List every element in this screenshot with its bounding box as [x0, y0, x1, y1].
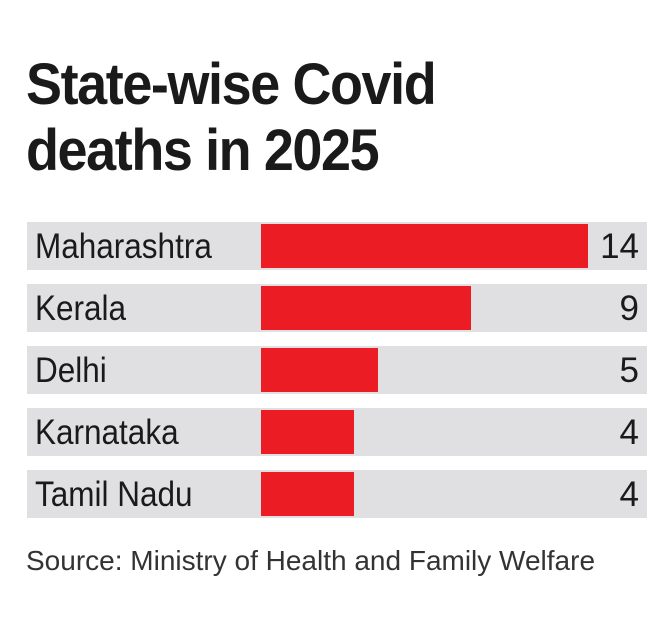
bar-row: Karnataka 4	[27, 408, 647, 456]
bar	[261, 348, 378, 392]
category-label: Delhi	[35, 351, 107, 390]
bar	[261, 224, 588, 268]
bar-row: Kerala 9	[27, 284, 647, 332]
source-note: Source: Ministry of Health and Family We…	[26, 545, 596, 576]
category-label: Tamil Nadu	[35, 475, 193, 514]
bar-chart: Maharashtra 14 Kerala 9 Delhi 5 Karnataka 4 Tami…	[27, 222, 647, 532]
bar-row: Delhi 5	[27, 346, 647, 394]
value-label: 4	[619, 475, 639, 514]
bar-row: Tamil Nadu 4	[27, 470, 647, 518]
category-label: Maharashtra	[35, 227, 212, 266]
value-label: 14	[600, 227, 639, 266]
bar	[261, 286, 472, 330]
category-label: Kerala	[35, 289, 127, 328]
bar	[261, 472, 355, 516]
bar-row: Maharashtra 14	[27, 222, 647, 270]
value-label: 5	[619, 351, 639, 390]
value-label: 4	[619, 413, 639, 452]
category-label: Karnataka	[35, 413, 179, 452]
chart-title: State-wise Covid deaths in 2025	[26, 52, 437, 183]
value-label: 9	[619, 289, 639, 328]
bar	[261, 410, 355, 454]
